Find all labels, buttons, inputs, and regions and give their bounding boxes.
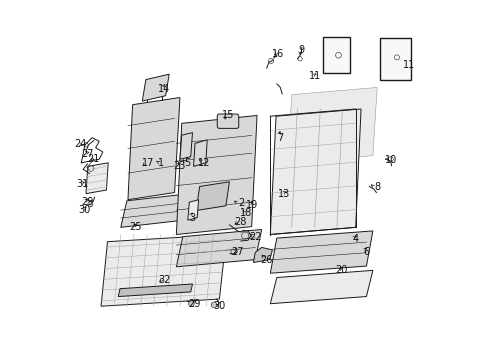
Circle shape [188,301,194,307]
Polygon shape [270,109,360,234]
Text: 2: 2 [237,198,244,208]
Polygon shape [193,140,207,166]
Circle shape [88,202,93,207]
Bar [379,38,410,80]
Text: 26: 26 [259,255,272,265]
Polygon shape [270,231,372,273]
Text: 12: 12 [198,158,210,168]
Text: 19: 19 [245,200,257,210]
Text: 1: 1 [158,158,164,168]
Polygon shape [142,74,169,101]
FancyBboxPatch shape [217,114,238,129]
Text: 27: 27 [81,149,94,159]
Text: 4: 4 [352,234,358,244]
Polygon shape [187,200,198,220]
Polygon shape [270,270,372,304]
Polygon shape [253,247,272,262]
Polygon shape [121,194,190,227]
Text: 30: 30 [79,206,91,216]
Text: 30: 30 [213,301,225,311]
Polygon shape [128,98,180,200]
Text: 7: 7 [277,133,283,143]
Text: 11: 11 [403,60,415,70]
Text: 27: 27 [231,247,243,257]
Text: 25: 25 [129,222,141,232]
Polygon shape [101,234,226,306]
Text: 17: 17 [141,158,154,168]
Text: 31: 31 [76,179,88,189]
Polygon shape [176,229,261,267]
Text: 10: 10 [385,155,397,165]
Text: 29: 29 [188,299,200,309]
Text: 16: 16 [272,49,284,59]
Text: 13: 13 [277,189,289,199]
Text: 20: 20 [334,265,347,275]
Circle shape [211,302,217,308]
Polygon shape [176,116,257,234]
Text: 21: 21 [87,154,99,164]
Text: 5: 5 [183,158,190,168]
Text: 11: 11 [309,71,321,81]
Text: 24: 24 [74,139,86,149]
Text: 8: 8 [373,182,380,192]
Text: 32: 32 [159,275,171,285]
Polygon shape [118,284,192,297]
Text: 23: 23 [173,161,185,171]
Polygon shape [196,182,229,211]
Text: 22: 22 [248,232,261,242]
Polygon shape [86,163,108,194]
Text: 6: 6 [363,247,369,257]
Text: 29: 29 [81,197,93,207]
Polygon shape [287,87,376,163]
Bar [322,37,349,73]
Text: 9: 9 [298,45,305,55]
Text: 3: 3 [189,213,195,222]
Text: 14: 14 [157,84,170,94]
Polygon shape [180,133,192,159]
Text: 18: 18 [240,208,252,218]
Text: 28: 28 [234,217,246,227]
Text: 15: 15 [222,111,234,121]
